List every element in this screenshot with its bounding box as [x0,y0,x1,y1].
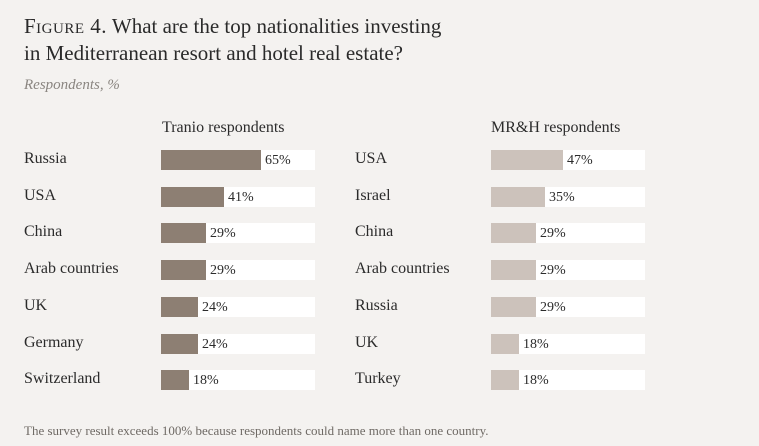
value-label-mrh-usa: 47% [567,153,593,168]
title-question-line1: What are the top nationalities investing [107,14,442,38]
bar-track-mrh-arab-countries: 29% [491,260,645,280]
bar-tranio-uk [161,297,198,317]
value-label-mrh-uk: 18% [523,337,549,352]
category-label-mrh-uk: UK [355,334,379,351]
value-label-tranio-china: 29% [210,226,236,241]
bar-tranio-arab-countries [161,260,206,280]
category-label-tranio-russia: Russia [24,150,67,167]
category-label-tranio-china: China [24,223,63,240]
bar-track-mrh-china: 29% [491,223,645,243]
bar-mrh-turkey [491,370,519,390]
bar-mrh-china [491,223,536,243]
category-label-mrh-russia: Russia [355,297,398,314]
bar-track-tranio-usa: 41% [161,187,315,207]
value-label-tranio-switzerland: 18% [193,373,219,388]
bar-mrh-uk [491,334,519,354]
value-label-tranio-russia: 65% [265,153,291,168]
category-label-tranio-uk: UK [24,297,48,314]
bar-tranio-switzerland [161,370,189,390]
figure-label: Figure 4. [24,14,108,38]
bar-track-mrh-israel: 35% [491,187,645,207]
chart-subtitle: Respondents, % [24,77,120,93]
category-label-tranio-germany: Germany [24,334,84,351]
bar-tranio-usa [161,187,224,207]
category-label-mrh-turkey: Turkey [355,370,401,387]
title-question-line2: in Mediterranean resort and hotel real e… [24,41,403,65]
value-label-mrh-china: 29% [540,226,566,241]
category-label-mrh-arab-countries: Arab countries [355,260,450,277]
bar-track-mrh-turkey: 18% [491,370,645,390]
category-label-tranio-usa: USA [24,187,57,204]
panel-heading-tranio: Tranio respondents [162,119,285,136]
category-label-tranio-switzerland: Switzerland [24,370,101,387]
category-label-mrh-israel: Israel [355,187,391,204]
bar-mrh-russia [491,297,536,317]
bar-track-mrh-uk: 18% [491,334,645,354]
value-label-mrh-arab-countries: 29% [540,263,566,278]
value-label-tranio-germany: 24% [202,337,228,352]
bar-track-mrh-russia: 29% [491,297,645,317]
category-label-mrh-usa: USA [355,150,388,167]
bar-track-tranio-arab-countries: 29% [161,260,315,280]
bar-track-mrh-usa: 47% [491,150,645,170]
bar-mrh-arab-countries [491,260,536,280]
value-label-mrh-russia: 29% [540,300,566,315]
bar-track-tranio-switzerland: 18% [161,370,315,390]
bar-tranio-germany [161,334,198,354]
bar-mrh-israel [491,187,545,207]
value-label-mrh-israel: 35% [549,190,575,205]
value-label-tranio-uk: 24% [202,300,228,315]
value-label-tranio-arab-countries: 29% [210,263,236,278]
bar-track-tranio-uk: 24% [161,297,315,317]
bar-mrh-usa [491,150,563,170]
bar-tranio-china [161,223,206,243]
bar-track-tranio-china: 29% [161,223,315,243]
category-label-mrh-china: China [355,223,394,240]
footnote: The survey result exceeds 100% because r… [24,423,489,438]
bar-track-tranio-russia: 65% [161,150,315,170]
category-label-tranio-arab-countries: Arab countries [24,260,119,277]
chart-title: Figure 4. What are the top nationalities… [24,13,744,67]
bar-track-tranio-germany: 24% [161,334,315,354]
value-label-mrh-turkey: 18% [523,373,549,388]
bar-tranio-russia [161,150,261,170]
value-label-tranio-usa: 41% [228,190,254,205]
panel-heading-mrh: MR&H respondents [491,119,621,136]
